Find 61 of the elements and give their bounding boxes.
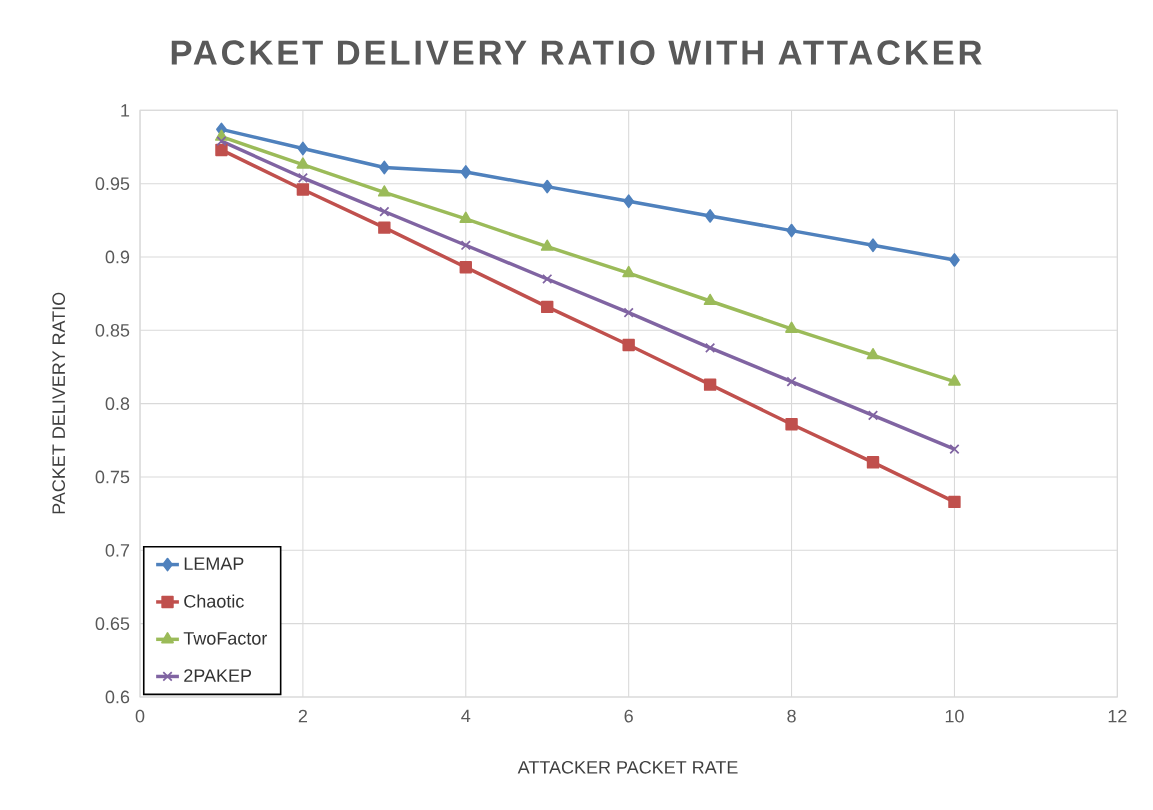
point <box>378 160 390 175</box>
x-tick-label: 12 <box>1108 709 1127 723</box>
x-tick-label: 8 <box>787 709 796 723</box>
point <box>785 321 798 333</box>
x-tick-label: 4 <box>461 709 471 723</box>
point <box>949 253 960 267</box>
point <box>460 240 471 251</box>
point <box>541 300 554 314</box>
point <box>540 239 554 251</box>
y-tick-label: 0.75 <box>95 470 130 484</box>
chart-title: PACKET DELIVERY RATIO WITH ATTACKER <box>171 40 982 65</box>
y-tick-label: 0.9 <box>105 250 130 264</box>
point <box>542 273 553 285</box>
point <box>867 238 879 253</box>
point <box>460 165 472 179</box>
point <box>785 417 798 431</box>
legend-label: TwoFactor <box>183 632 268 645</box>
y-tick-label: 0.95 <box>95 177 130 191</box>
y-tick-label: 0.65 <box>95 617 130 631</box>
point <box>622 265 636 278</box>
legend-label: Chaotic <box>184 594 244 608</box>
point <box>622 338 635 352</box>
point <box>623 307 634 318</box>
point <box>703 378 717 391</box>
legend-label: 2PAKEP <box>184 669 252 682</box>
y-tick-label: 0.6 <box>105 690 130 704</box>
point <box>297 172 309 183</box>
point <box>866 456 880 469</box>
point <box>948 495 961 509</box>
point <box>949 444 960 455</box>
x-tick-label: 2 <box>298 709 308 723</box>
point <box>216 136 227 147</box>
point <box>215 143 228 157</box>
point <box>459 211 473 223</box>
point <box>704 209 716 223</box>
y-axis-title: PACKET DELIVERY RATIO <box>52 292 66 514</box>
y-tick-label: 0.7 <box>105 543 130 557</box>
point <box>786 376 797 387</box>
point <box>623 194 635 209</box>
point <box>866 347 880 360</box>
point <box>459 261 472 274</box>
point <box>379 206 390 217</box>
y-tick-label: 0.85 <box>95 323 130 337</box>
y-tick-label: 1 <box>121 104 130 117</box>
point <box>786 223 797 238</box>
point <box>377 185 391 197</box>
point <box>296 183 310 196</box>
x-axis-title: ATTACKER PACKET RATE <box>517 760 738 774</box>
x-tick-label: 10 <box>945 709 964 723</box>
point <box>296 157 310 169</box>
point <box>948 374 961 386</box>
point <box>297 141 309 156</box>
point <box>378 221 391 234</box>
point <box>867 410 879 421</box>
point <box>705 342 716 354</box>
point <box>541 179 553 194</box>
y-tick-label: 0.8 <box>105 397 130 411</box>
x-tick-label: 0 <box>135 709 145 723</box>
legend-label: LEMAP <box>184 557 244 570</box>
point <box>703 293 717 306</box>
x-tick-label: 6 <box>624 709 633 723</box>
